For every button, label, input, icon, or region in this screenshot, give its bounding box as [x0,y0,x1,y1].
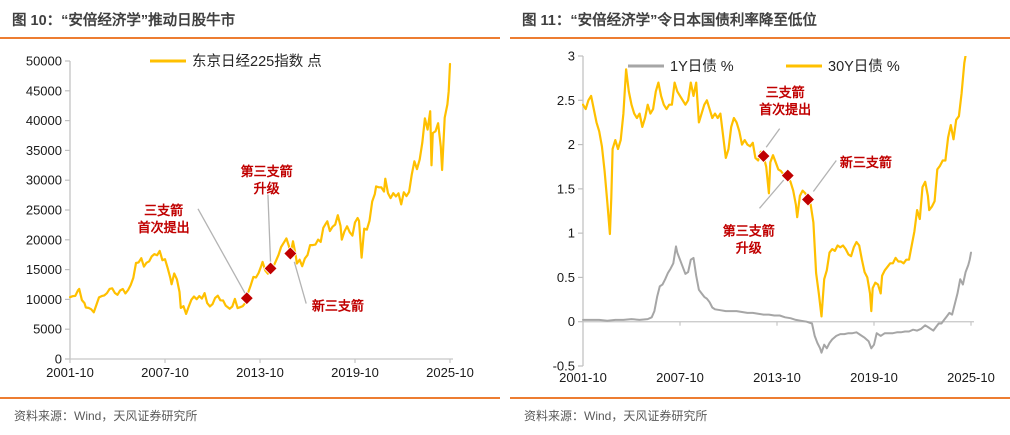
svg-text:1.5: 1.5 [557,181,575,196]
svg-text:20000: 20000 [26,232,62,247]
diamond-marker [780,168,795,183]
x-axis: 2001-10 2007-10 2013-10 2019-10 2025-10 [559,321,995,385]
svg-text:2: 2 [568,137,575,152]
svg-text:0.5: 0.5 [557,270,575,285]
svg-text:2001-10: 2001-10 [559,370,607,385]
svg-text:1: 1 [568,226,575,241]
svg-text:首次提出: 首次提出 [138,220,190,235]
svg-text:2019-10: 2019-10 [850,370,898,385]
x-axis: 2001-10 2007-10 2013-10 2019-10 2025-10 [46,358,474,380]
figure-row: 图 10：“安倍经济学”推动日股牛市 0 5000 10000 15000 20000 2… [0,0,1010,424]
svg-text:2007-10: 2007-10 [656,370,704,385]
event-markers [239,246,298,306]
diamond-marker [263,261,278,276]
accent-rule-bottom-left [0,397,500,399]
svg-text:2007-10: 2007-10 [141,365,189,380]
svg-text:升级: 升级 [254,181,281,196]
series-line-东京日经225指数 点 [69,62,452,315]
event-annotation: 新三支箭 [293,261,364,313]
svg-text:2025-10: 2025-10 [947,370,995,385]
diamond-marker [756,149,771,164]
svg-text:第三支箭: 第三支箭 [241,164,293,179]
svg-text:2001-10: 2001-10 [46,365,94,380]
svg-text:2019-10: 2019-10 [331,365,379,380]
svg-text:0: 0 [568,314,575,329]
svg-text:5000: 5000 [33,322,62,337]
event-markers [756,149,816,207]
svg-text:升级: 升级 [736,240,763,255]
chart-legend: 东京日经225指数 点 [150,53,322,70]
svg-text:30000: 30000 [26,173,62,188]
y-axis: -0.5 0 0.5 1 1.5 2 2.5 3 [553,49,584,374]
svg-text:3: 3 [568,49,575,64]
legend-label: 1Y日债 % [670,58,734,75]
svg-text:首次提出: 首次提出 [759,102,811,117]
svg-text:2013-10: 2013-10 [236,365,284,380]
svg-text:第三支箭: 第三支箭 [723,223,775,238]
panel-figure-11: 图 11：“安倍经济学”令日本国债利率降至低位 -0.5 0 0.5 1 1.5 2 2.5… [510,0,1010,424]
diamond-marker [800,192,816,207]
accent-rule-top-left [0,37,500,39]
event-annotation: 新三支箭 [812,155,892,192]
panel-figure-10: 图 10：“安倍经济学”推动日股牛市 0 5000 10000 15000 20000 2… [0,0,500,424]
legend-label: 30Y日债 % [828,58,900,75]
figure-10-title: 图 10：“安倍经济学”推动日股牛市 [12,13,236,29]
svg-text:10000: 10000 [26,292,62,307]
accent-rule-bottom-right [510,397,1010,399]
svg-text:-0.5: -0.5 [553,359,575,374]
legend-label: 东京日经225指数 点 [192,53,322,70]
svg-text:15000: 15000 [26,262,62,277]
svg-text:40000: 40000 [26,113,62,128]
nikkei225-line-chart: 0 5000 10000 15000 20000 25000 30000 35000 40000… [26,53,474,380]
svg-text:0: 0 [55,352,62,367]
svg-text:2013-10: 2013-10 [753,370,801,385]
svg-text:2025-10: 2025-10 [426,365,474,380]
svg-text:2.5: 2.5 [557,93,575,108]
accent-rule-top-right [510,37,1010,39]
svg-text:25000: 25000 [26,203,62,218]
diamond-marker [283,246,298,261]
svg-text:新三支箭: 新三支箭 [312,298,364,313]
figure-11-title: 图 11：“安倍经济学”令日本国债利率降至低位 [522,13,817,29]
svg-text:三支箭: 三支箭 [766,85,805,100]
chart-legend: 1Y日债 % 30Y日债 % [628,58,900,75]
svg-text:新三支箭: 新三支箭 [840,155,892,170]
svg-text:三支箭: 三支箭 [144,203,183,218]
series-line-1Y日债 % [582,245,972,354]
figure-10-source: 资料来源：Wind，天风证券研究所 [14,409,198,423]
svg-text:35000: 35000 [26,143,62,158]
svg-text:45000: 45000 [26,83,62,98]
svg-text:50000: 50000 [26,54,62,69]
diamond-marker [239,291,254,306]
figure-11-source: 资料来源：Wind，天风证券研究所 [524,409,708,423]
y-axis: 0 5000 10000 15000 20000 25000 30000 35000 40000… [26,54,71,367]
series-line-30Y日债 % [582,56,967,318]
